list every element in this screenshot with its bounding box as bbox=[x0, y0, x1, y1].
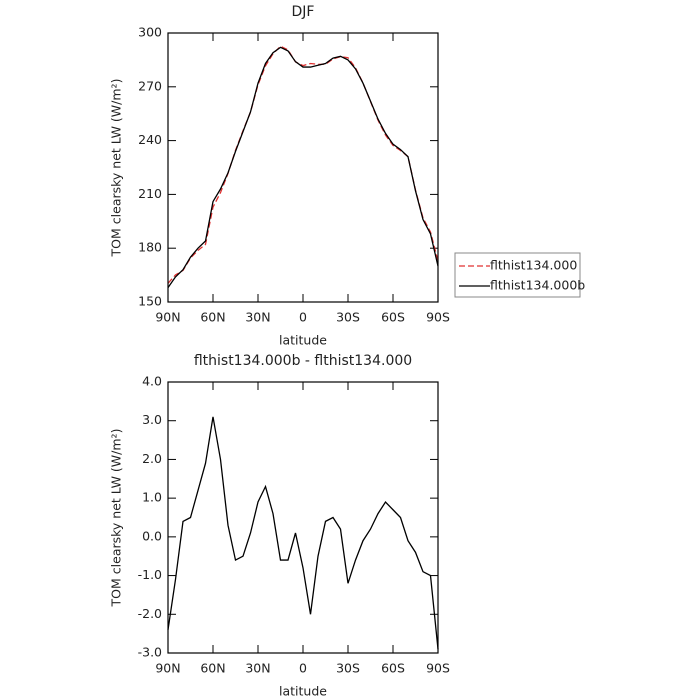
x-tick-label: 30S bbox=[336, 661, 360, 676]
y-tick-label: 4.0 bbox=[142, 374, 162, 389]
data-line bbox=[167, 416, 439, 650]
legend-box bbox=[454, 252, 581, 298]
x-tick-label: 90N bbox=[155, 310, 180, 325]
y-tick-label: -3.0 bbox=[138, 645, 162, 660]
y-tick-label: 150 bbox=[138, 294, 162, 309]
x-tick-label: 30N bbox=[245, 661, 270, 676]
y-tick-label: 0.0 bbox=[142, 528, 162, 543]
chart-title: flthist134.000b - flthist134.000 bbox=[194, 353, 412, 369]
x-tick-label: 90N bbox=[155, 661, 180, 676]
y-tick-label: 3.0 bbox=[142, 412, 162, 427]
x-tick-label: 60S bbox=[381, 310, 405, 325]
plot-frame bbox=[167, 381, 439, 654]
x-tick-label: 30S bbox=[336, 310, 360, 325]
y-tick-label: -1.0 bbox=[138, 567, 162, 582]
x-tick-label: 60N bbox=[200, 310, 225, 325]
y-tick-label: 270 bbox=[138, 78, 162, 93]
x-tick-label: 60N bbox=[200, 661, 225, 676]
data-line bbox=[167, 45, 439, 284]
y-tick-label: 180 bbox=[138, 240, 162, 255]
y-tick-label: 240 bbox=[138, 132, 162, 147]
y-tick-label: 1.0 bbox=[142, 490, 162, 505]
y-tick-label: 300 bbox=[138, 25, 162, 40]
plot-frame bbox=[167, 32, 439, 303]
chart-title: DJF bbox=[292, 4, 315, 20]
data-line bbox=[167, 46, 439, 289]
y-axis-label: TOM clearsky net LW (W/m²) bbox=[109, 79, 124, 258]
x-axis-label: latitude bbox=[279, 684, 327, 699]
y-tick-label: 2.0 bbox=[142, 451, 162, 466]
legend-label: flthist134.000b bbox=[490, 278, 585, 293]
legend-label: flthist134.000 bbox=[490, 258, 577, 273]
x-tick-label: 60S bbox=[381, 661, 405, 676]
x-tick-label: 0 bbox=[299, 310, 307, 325]
y-tick-label: 210 bbox=[138, 186, 162, 201]
x-tick-label: 0 bbox=[299, 661, 307, 676]
x-tick-label: 30N bbox=[245, 310, 270, 325]
y-tick-label: -2.0 bbox=[138, 606, 162, 621]
x-tick-label: 90S bbox=[426, 661, 450, 676]
x-tick-label: 90S bbox=[426, 310, 450, 325]
x-axis-label: latitude bbox=[279, 333, 327, 348]
y-axis-label: TOM clearsky net LW (W/m²) bbox=[109, 429, 124, 608]
